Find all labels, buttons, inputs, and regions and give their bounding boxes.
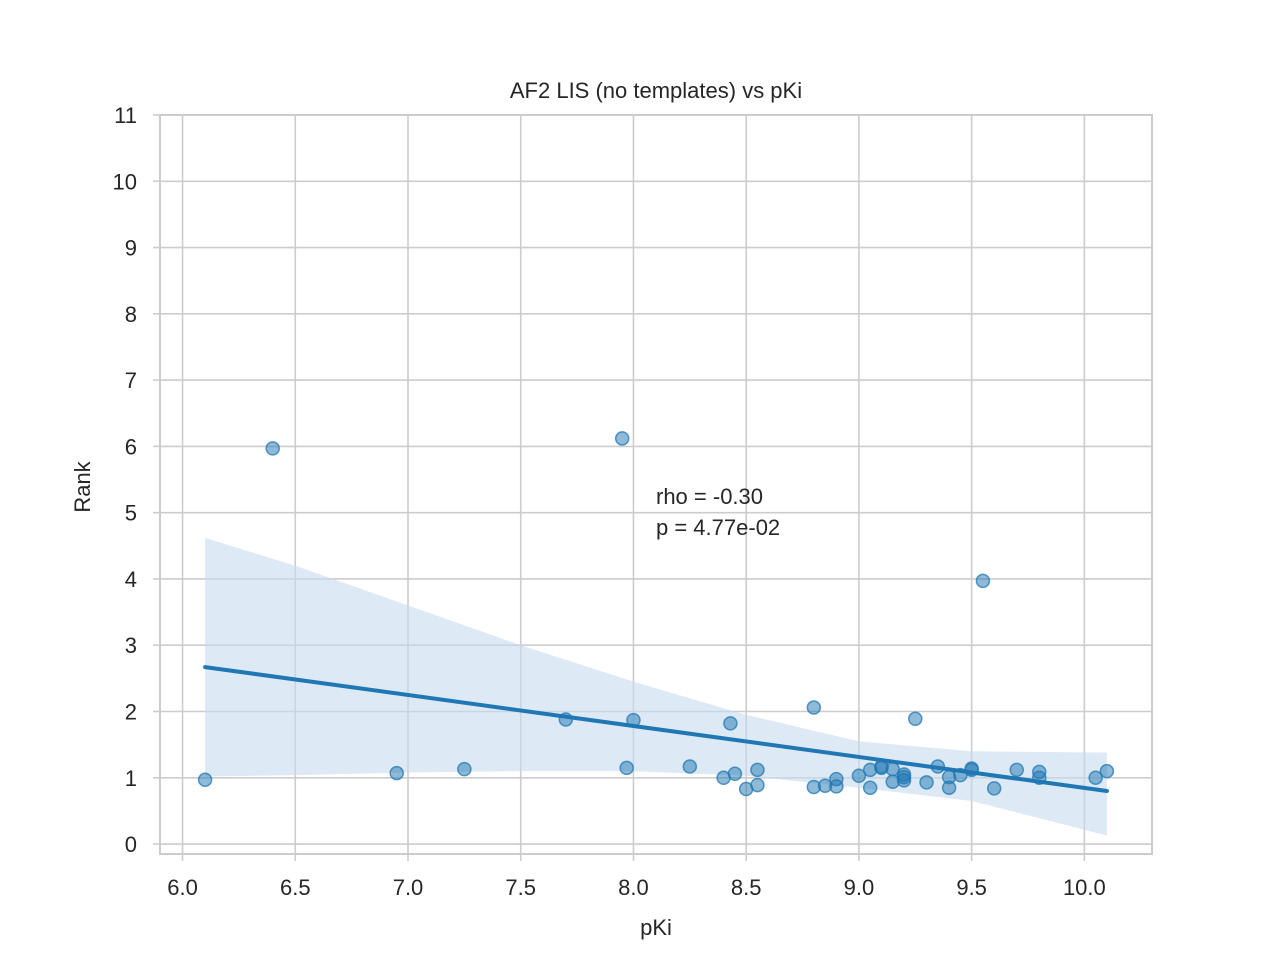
data-point [941,780,957,795]
x-tick-label: 6.5 [280,875,311,900]
chart-title: AF2 LIS (no templates) vs pKi [510,78,802,103]
y-tick-label: 9 [125,236,137,261]
x-tick-label: 8.5 [731,875,762,900]
data-point [829,779,844,794]
data-point [806,700,822,715]
data-point [750,762,765,778]
p-value-annotation: p = 4.77e-02 [656,515,780,540]
data-point [975,573,991,589]
x-axis-label: pKi [640,915,672,940]
data-point [197,772,213,788]
data-point [750,777,765,793]
x-tick-label: 8.0 [618,875,649,900]
y-tick-label: 4 [125,567,137,592]
x-tick-label: 9.5 [956,875,987,900]
data-point [896,773,912,788]
x-tick-labels: 6.0 6.5 7.0 7.5 8.0 8.5 9.0 9.5 10.0 [167,875,1106,900]
data-point [619,760,634,776]
x-tick-label: 6.0 [167,875,198,900]
y-axis-label: Rank [70,460,95,512]
y-tick-label: 2 [125,700,137,725]
y-tick-label: 10 [113,169,137,194]
rho-annotation: rho = -0.30 [656,484,763,509]
axes-frame [159,114,1153,855]
x-tick-label: 10.0 [1063,875,1106,900]
data-point [1009,762,1024,778]
data-point [723,716,738,731]
y-tick-label: 8 [125,302,137,327]
data-point [964,762,979,778]
y-tick-label: 0 [125,832,137,857]
plot-frame [159,114,1153,855]
data-point [626,712,641,728]
data-point [457,761,472,777]
data-point [986,781,1002,796]
data-point [265,441,280,456]
data-point [727,766,743,782]
data-point [1032,770,1047,786]
data-point [930,759,946,774]
y-tick-label: 5 [125,501,137,526]
x-tick-label: 7.5 [505,875,536,900]
data-point [851,768,867,784]
y-tick-label: 1 [125,766,137,791]
x-tick-label: 9.0 [844,875,875,900]
data-point [389,765,404,781]
data-points [197,431,1115,797]
y-tick-label: 7 [125,368,137,393]
data-point [919,775,934,790]
y-tick-label: 6 [125,434,137,459]
data-point [614,431,630,446]
data-point [558,712,574,727]
data-point [1088,770,1103,786]
y-tick-labels: 0 1 2 3 4 5 6 7 8 9 10 11 [113,103,137,857]
y-tick-label: 3 [125,633,137,658]
y-tick-label: 11 [114,103,137,128]
data-point [1099,763,1115,779]
data-point [862,780,878,795]
x-tick-label: 7.0 [393,875,424,900]
data-point [682,759,698,774]
data-point [908,711,923,727]
